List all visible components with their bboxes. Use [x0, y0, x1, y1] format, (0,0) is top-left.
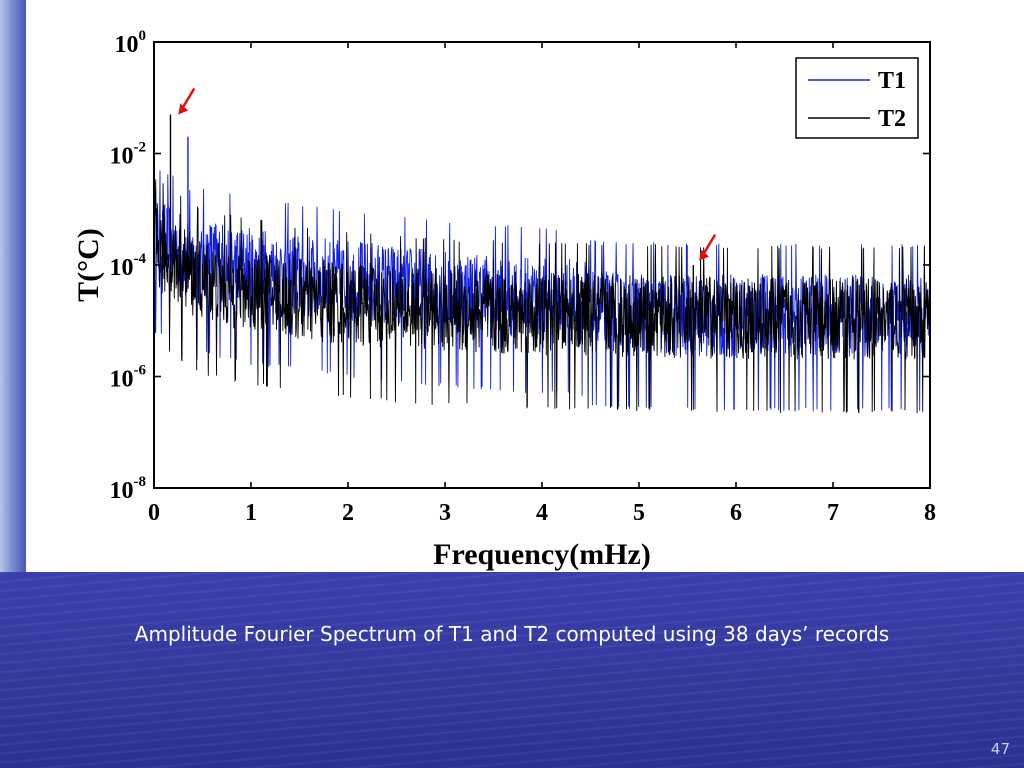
x-tick-label: 3: [439, 500, 451, 526]
chart-panel: 0 1 2 3 4 5 6 7 8 100 10-2 10-4 10-6 10-8 Frequency(mH…: [26, 0, 1024, 572]
legend-box: [795, 57, 919, 139]
left-decor-strip: [0, 0, 26, 572]
spectrum-chart: 0 1 2 3 4 5 6 7 8 100 10-2 10-4 10-6 10-8 Frequency(mH…: [72, 28, 936, 571]
legend-label-t2: T2: [878, 106, 906, 132]
y-tick-label: 10-2: [110, 140, 147, 170]
x-tick-label: 4: [536, 500, 548, 526]
series-line-t2: [154, 179, 930, 414]
background-water: [0, 572, 1024, 768]
annotation-arrow-shaft-1: [702, 233, 717, 256]
annotation-arrow-shaft-0: [181, 87, 196, 110]
y-tick-label: 10-8: [110, 474, 147, 504]
y-axis-label: T(°C): [72, 228, 105, 302]
x-tick-label: 7: [827, 500, 839, 526]
slide-number: 47: [990, 740, 1010, 758]
y-tick-label: 10-6: [110, 363, 147, 393]
y-tick-label: 100: [115, 28, 147, 58]
x-tick-label: 2: [342, 500, 354, 526]
x-tick-label: 6: [730, 500, 742, 526]
x-tick-label: 0: [148, 500, 160, 526]
legend-label-t1: T1: [878, 68, 906, 94]
slide-caption: Amplitude Fourier Spectrum of T1 and T2 …: [134, 622, 890, 646]
x-tick-label: 1: [245, 500, 257, 526]
annotation-arrow-head-1: [699, 249, 710, 261]
y-tick-label: 10-4: [110, 251, 147, 281]
x-tick-label: 8: [924, 500, 936, 526]
x-axis-label: Frequency(mHz): [433, 538, 651, 571]
annotation-arrow-head-0: [178, 103, 189, 115]
x-tick-label: 5: [633, 500, 645, 526]
